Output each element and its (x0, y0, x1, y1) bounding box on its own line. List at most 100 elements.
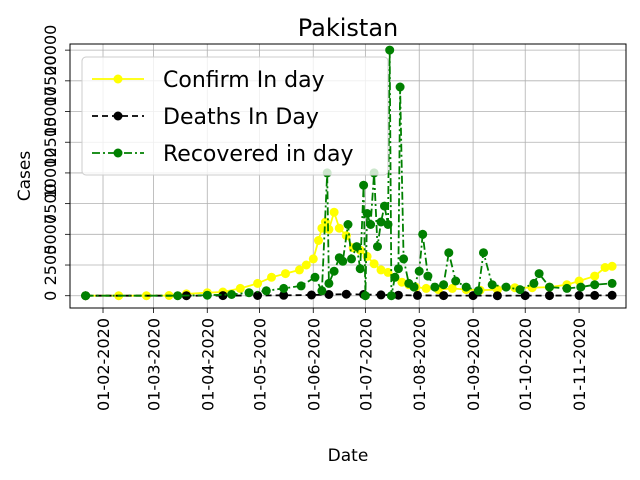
series-point (308, 254, 318, 264)
series-point (576, 282, 586, 292)
series-point (545, 291, 554, 301)
series-point (607, 290, 617, 300)
series-point (590, 290, 600, 300)
y-tick-label: 0 (41, 291, 60, 301)
series-point (310, 272, 320, 282)
x-tick-label: 01-04-2020 (198, 318, 217, 411)
series-point (515, 285, 525, 295)
series-point (81, 291, 91, 301)
legend: Confirm In day Deaths In Day Recovered in … (81, 56, 389, 176)
series-point (267, 272, 276, 282)
x-tick-label: 01-05-2020 (250, 318, 269, 411)
x-tick-label: 01-06-2020 (304, 318, 323, 411)
series-point (607, 261, 617, 271)
y-tick-label: 7500 (41, 183, 60, 224)
series-point (376, 217, 386, 227)
series-point (359, 180, 369, 190)
series-point (520, 291, 530, 301)
series-point (600, 263, 610, 272)
series-point (607, 278, 617, 288)
series-point (383, 220, 393, 229)
series-point (369, 259, 379, 269)
x-axis-ticks: 01-02-2020 01-03-2020 01-04-2020 01-05-2020… (94, 308, 589, 411)
y-tick-label: 12500 (41, 117, 60, 168)
series-point (373, 242, 382, 252)
series-point (451, 276, 461, 286)
series-point (279, 290, 289, 300)
series-point (314, 236, 323, 245)
series-point (395, 82, 405, 92)
series-point (301, 260, 311, 270)
series-point (347, 254, 356, 264)
series-point (393, 290, 403, 300)
series-point (173, 291, 183, 301)
legend-swatch-marker (113, 74, 123, 84)
series-point (338, 256, 348, 266)
series-point (487, 280, 497, 290)
y-axis-label: Cases (15, 151, 35, 202)
chart-title: Pakistan (298, 14, 399, 42)
series-point (281, 269, 290, 279)
series-point (329, 207, 339, 217)
x-tick-label: 01-08-2020 (410, 318, 429, 411)
x-tick-label: 01-11-2020 (570, 318, 589, 411)
series-point (296, 281, 306, 291)
series-point (473, 286, 483, 296)
series-point (362, 209, 372, 218)
y-tick-label: 2500 (41, 245, 60, 286)
series-point (218, 291, 228, 301)
x-axis-label: Date (328, 446, 369, 466)
series-point (590, 271, 600, 281)
series-point (385, 45, 395, 55)
legend-label: Confirm In day (163, 68, 325, 93)
legend-label: Recovered in day (163, 142, 354, 167)
series-point (324, 278, 334, 288)
series-point (366, 220, 376, 229)
x-tick-label: 01-10-2020 (516, 318, 535, 411)
series-point (501, 282, 511, 292)
series-point (352, 242, 362, 252)
series-point (399, 254, 409, 264)
series-point (324, 290, 334, 299)
series-point (376, 265, 386, 275)
series-point (343, 220, 353, 229)
series-point (421, 283, 431, 293)
series-point (317, 286, 327, 296)
series-point (439, 280, 449, 290)
series-point (529, 278, 539, 288)
series-point (413, 290, 422, 300)
x-tick-label: 01-03-2020 (144, 318, 163, 411)
legend-label: Deaths In Day (163, 105, 319, 130)
series-point (423, 271, 433, 281)
x-tick-label: 01-07-2020 (356, 318, 375, 411)
y-tick-label: 5000 (41, 214, 60, 255)
series-point (590, 280, 600, 290)
legend-box (81, 56, 389, 176)
y-tick-label: 17500 (41, 55, 60, 106)
series-point (430, 282, 440, 292)
y-tick-label: 10000 (41, 147, 60, 198)
series-point (227, 290, 237, 299)
series-point (329, 266, 339, 276)
series-point (244, 288, 254, 298)
series-point (383, 267, 393, 277)
series-point (574, 291, 584, 300)
series-point (341, 289, 351, 299)
plot-frame (69, 43, 627, 309)
series-point (390, 272, 400, 282)
series-point (376, 290, 386, 300)
series-point (279, 283, 289, 293)
series-point (461, 282, 471, 292)
series-point (235, 283, 245, 293)
series-point (545, 282, 554, 292)
series-point (439, 291, 449, 301)
series-point (355, 264, 365, 274)
series-point (562, 283, 572, 293)
series-point (492, 291, 502, 301)
series-point (418, 229, 428, 239)
series-point (253, 278, 263, 288)
series-point (414, 266, 424, 276)
series-point (380, 201, 389, 211)
